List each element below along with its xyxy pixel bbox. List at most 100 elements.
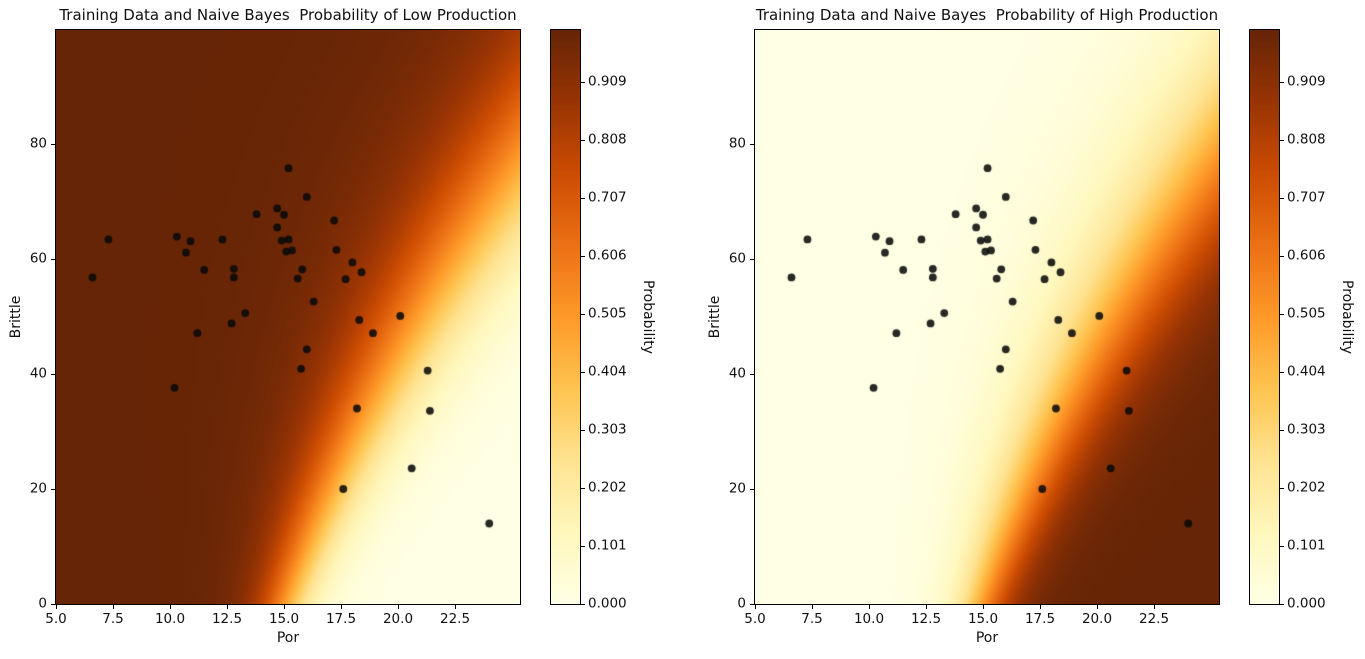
- plot-title-low: Training Data and Naive Bayes Probabilit…: [59, 6, 517, 24]
- y-tick-mark: [51, 143, 55, 145]
- y-tick-mark: [51, 258, 55, 260]
- colorbar-tick-mark: [1280, 603, 1284, 605]
- x-tick-label: 17.5: [1024, 611, 1056, 627]
- x-tick-label: 20.0: [1081, 611, 1113, 627]
- colorbar-tick-label: 0.808: [588, 131, 627, 148]
- colorbar-tick-label: 0.505: [588, 305, 627, 322]
- heatmap-canvas-high: [755, 30, 1219, 604]
- y-tick-label: 40: [29, 365, 47, 382]
- x-tick-label: 5.0: [45, 611, 67, 627]
- colorbar-tick-mark: [581, 429, 585, 431]
- y-tick-label: 20: [728, 480, 746, 497]
- colorbar-tick-label: 0.404: [588, 363, 627, 380]
- colorbar-tick-label: 0.404: [1287, 363, 1326, 380]
- x-axis-label-low: Por: [276, 630, 300, 646]
- colorbar-tick-mark: [581, 197, 585, 199]
- x-tick-mark: [868, 605, 870, 609]
- x-tick-mark: [340, 605, 342, 609]
- colorbar-tick-mark: [1280, 429, 1284, 431]
- x-tick-label: 22.5: [1138, 611, 1170, 627]
- y-tick-label: 20: [29, 480, 47, 497]
- heatmap-canvas-low: [56, 30, 520, 604]
- colorbar-tick-mark: [1280, 139, 1284, 141]
- y-tick-mark: [750, 488, 754, 490]
- y-tick-mark: [51, 603, 55, 605]
- y-tick-label: 60: [728, 250, 746, 267]
- x-tick-label: 20.0: [382, 611, 414, 627]
- colorbar-tick-mark: [581, 371, 585, 373]
- y-tick-label: 80: [29, 135, 47, 152]
- x-tick-mark: [811, 605, 813, 609]
- colorbar-tick-label: 0.707: [1287, 189, 1326, 206]
- y-tick-mark: [750, 373, 754, 375]
- y-tick-label: 0: [737, 595, 746, 612]
- colorbar-canvas-high: [1250, 30, 1279, 604]
- x-tick-mark: [55, 605, 57, 609]
- x-tick-mark: [169, 605, 171, 609]
- x-tick-mark: [754, 605, 756, 609]
- colorbar-label-low: Probability: [640, 279, 656, 355]
- x-axis-label-high: Por: [975, 630, 999, 646]
- x-tick-label: 12.5: [910, 611, 942, 627]
- colorbar-tick-label: 0.303: [1287, 421, 1326, 438]
- colorbar-tick-mark: [581, 603, 585, 605]
- x-tick-label: 12.5: [211, 611, 243, 627]
- x-tick-label: 7.5: [102, 611, 124, 627]
- x-tick-mark: [925, 605, 927, 609]
- colorbar-tick-mark: [581, 81, 585, 83]
- colorbar-tick-mark: [581, 255, 585, 257]
- colorbar-tick-mark: [581, 313, 585, 315]
- x-tick-mark: [454, 605, 456, 609]
- colorbar-tick-mark: [1280, 255, 1284, 257]
- colorbar-tick-label: 0.202: [1287, 479, 1326, 496]
- y-tick-mark: [750, 603, 754, 605]
- y-tick-label: 40: [728, 365, 746, 382]
- colorbar-tick-label: 0.202: [588, 479, 627, 496]
- x-tick-label: 10.0: [853, 611, 885, 627]
- y-tick-label: 0: [38, 595, 47, 612]
- x-tick-label: 15.0: [967, 611, 999, 627]
- y-axis-label-high: Brittle: [707, 295, 723, 339]
- x-tick-mark: [226, 605, 228, 609]
- x-tick-mark: [1153, 605, 1155, 609]
- x-tick-label: 22.5: [439, 611, 471, 627]
- colorbar-tick-label: 0.101: [1287, 537, 1326, 554]
- x-tick-mark: [1039, 605, 1041, 609]
- colorbar-tick-mark: [581, 545, 585, 547]
- y-tick-mark: [750, 258, 754, 260]
- x-tick-label: 17.5: [325, 611, 357, 627]
- colorbar-tick-mark: [1280, 197, 1284, 199]
- colorbar-tick-mark: [1280, 371, 1284, 373]
- y-tick-label: 80: [728, 135, 746, 152]
- x-tick-label: 7.5: [801, 611, 823, 627]
- colorbar-tick-label: 0.909: [588, 73, 627, 90]
- plot-title-high: Training Data and Naive Bayes Probabilit…: [755, 6, 1219, 24]
- colorbar-tick-mark: [1280, 545, 1284, 547]
- x-tick-label: 15.0: [268, 611, 300, 627]
- colorbar-tick-label: 0.606: [1287, 247, 1326, 264]
- y-tick-mark: [750, 143, 754, 145]
- colorbar-tick-label: 0.909: [1287, 73, 1326, 90]
- y-tick-label: 60: [29, 250, 47, 267]
- colorbar-tick-mark: [581, 139, 585, 141]
- x-tick-mark: [1096, 605, 1098, 609]
- colorbar-tick-label: 0.505: [1287, 305, 1326, 322]
- x-tick-mark: [982, 605, 984, 609]
- colorbar-tick-label: 0.303: [588, 421, 627, 438]
- colorbar-tick-label: 0.808: [1287, 131, 1326, 148]
- x-tick-mark: [397, 605, 399, 609]
- colorbar-tick-label: 0.000: [1287, 595, 1326, 612]
- colorbar-label-high: Probability: [1339, 279, 1355, 355]
- y-tick-mark: [51, 488, 55, 490]
- colorbar-tick-label: 0.606: [588, 247, 627, 264]
- colorbar-tick-mark: [1280, 487, 1284, 489]
- x-tick-label: 5.0: [744, 611, 766, 627]
- colorbar-canvas-low: [551, 30, 580, 604]
- colorbar-tick-mark: [581, 487, 585, 489]
- colorbar-tick-mark: [1280, 81, 1284, 83]
- colorbar-tick-label: 0.000: [588, 595, 627, 612]
- x-tick-mark: [112, 605, 114, 609]
- y-axis-label-low: Brittle: [8, 295, 24, 339]
- x-tick-label: 10.0: [154, 611, 186, 627]
